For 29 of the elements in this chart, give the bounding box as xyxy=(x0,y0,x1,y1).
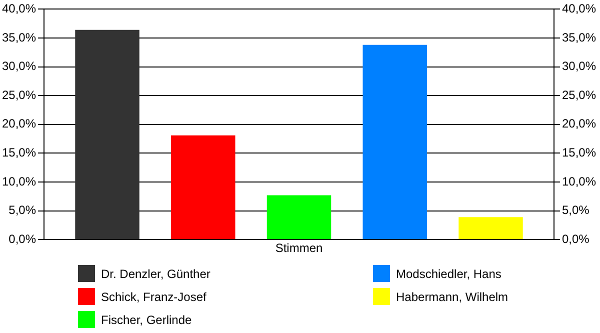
y-tick-label: 40,0% xyxy=(2,2,36,16)
y-tick-label: 15,0% xyxy=(2,146,36,160)
y-tick-label: 25,0% xyxy=(2,88,36,102)
y-tick-label: 30,0% xyxy=(2,59,36,74)
legend-label: Dr. Denzler, Günther xyxy=(101,266,210,280)
legend-label: Fischer, Gerlinde xyxy=(101,312,192,326)
text: 40,0% xyxy=(562,2,596,16)
legend-label: Schick, Franz-Josef xyxy=(101,290,206,304)
legend-label: Modschiedler, Hans xyxy=(396,266,502,280)
y-tick-label: 10,0% xyxy=(2,174,36,188)
bar xyxy=(171,135,236,240)
legend-label: Habermann, Wilhelm xyxy=(396,290,508,304)
y-tick-label: 0,0% xyxy=(8,232,36,246)
text: 35,0% xyxy=(562,30,596,44)
text: 15,0% xyxy=(562,146,596,160)
x-tick-label: Stimmen xyxy=(275,241,323,256)
text: 10,0% xyxy=(562,174,596,188)
text: 25,0% xyxy=(562,88,596,102)
text: 30,0% xyxy=(562,59,596,74)
y-tick-label: 35,0% xyxy=(2,30,36,44)
y-tick-label: 5,0% xyxy=(8,203,36,218)
y-tick-label: 20,0% xyxy=(2,116,36,131)
bar xyxy=(266,195,332,240)
text: 20,0% xyxy=(562,116,596,131)
bar xyxy=(458,217,523,240)
text: 0,0% xyxy=(562,232,590,246)
text: 5,0% xyxy=(562,203,590,218)
bar xyxy=(362,44,427,240)
bar xyxy=(75,30,140,240)
